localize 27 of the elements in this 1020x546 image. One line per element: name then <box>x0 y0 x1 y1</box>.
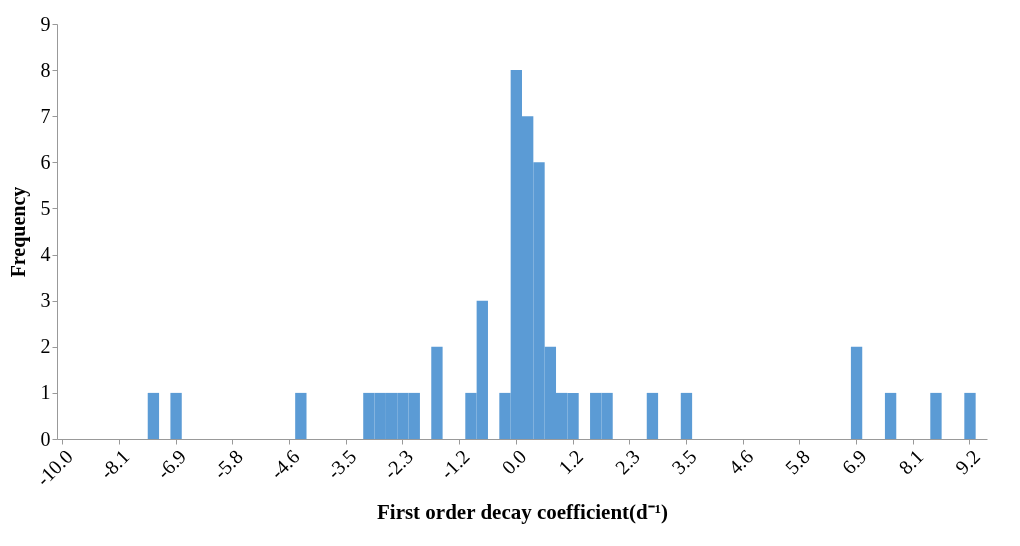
x-tick-label: 6.9 <box>837 445 871 479</box>
y-tick-label: 8 <box>40 58 51 81</box>
x-tick-label: -2.3 <box>379 445 418 484</box>
x-tick-label: 5.8 <box>780 445 815 479</box>
x-tick-label: 3.5 <box>667 445 701 479</box>
x-tick-label: 9.2 <box>950 445 985 479</box>
y-axis-title: Frequency <box>6 186 30 278</box>
x-tick-label: -3.5 <box>322 445 361 484</box>
x-tick-label: -1.2 <box>435 445 474 484</box>
x-tick-label: -4.6 <box>265 445 304 484</box>
y-tick-label: 2 <box>40 335 51 358</box>
y-tick-label: 3 <box>40 289 51 312</box>
x-tick-label: -5.8 <box>208 445 247 484</box>
x-tick-label: 8.1 <box>894 445 928 479</box>
x-tick-label: 0.0 <box>497 445 531 479</box>
x-axis-title: First order decay coefficient(d⁻¹) <box>376 500 669 525</box>
x-tick-label: -8.1 <box>95 445 134 484</box>
x-tick-label: 2.3 <box>610 445 644 479</box>
y-tick-label: 4 <box>40 243 51 266</box>
x-tick-label: -6.9 <box>152 445 191 484</box>
y-tick-label: 6 <box>40 150 51 173</box>
y-tick-label: 7 <box>40 104 51 127</box>
y-tick-label: 9 <box>40 12 51 35</box>
x-tick-label: 1.2 <box>553 445 588 479</box>
y-tick-label: 1 <box>40 381 51 404</box>
y-tick-label: 5 <box>40 196 51 219</box>
x-tick-label: 4.6 <box>724 445 758 479</box>
